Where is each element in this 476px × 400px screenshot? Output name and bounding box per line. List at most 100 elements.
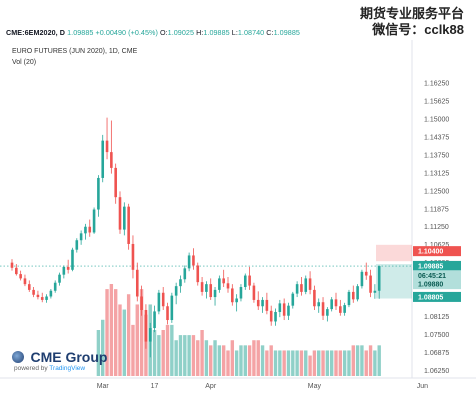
- candle-body: [32, 289, 35, 295]
- candle-body: [92, 209, 96, 233]
- volume-bar: [101, 319, 105, 376]
- volume-bar: [377, 345, 381, 376]
- volume-bar: [291, 350, 295, 376]
- volume-bar: [308, 355, 312, 376]
- watermark-line-1: 期货专业服务平台: [359, 6, 464, 21]
- volume-bar: [221, 345, 226, 376]
- volume-bar: [105, 289, 109, 376]
- candle-body: [27, 284, 31, 290]
- candle-body: [351, 291, 355, 300]
- tradingview-link[interactable]: TradingView: [49, 365, 86, 372]
- volume-bar: [230, 340, 235, 376]
- candle-body: [62, 266, 66, 275]
- candle-body: [135, 269, 139, 297]
- volume-bar: [329, 350, 334, 376]
- candle-body: [131, 243, 135, 270]
- price-marker-label: 1.08805: [418, 294, 443, 301]
- candle-body: [347, 291, 351, 306]
- volume-bar: [139, 289, 144, 376]
- volume-bar: [234, 350, 239, 376]
- candle-body: [334, 299, 338, 307]
- high-value: 1.09885: [203, 28, 230, 37]
- candle-body: [97, 177, 100, 210]
- candle-body: [313, 289, 316, 307]
- candle-body: [326, 309, 329, 316]
- volume-bar: [187, 335, 191, 376]
- price-marker-box: [413, 279, 461, 290]
- y-tick-label: 1.16250: [424, 81, 449, 88]
- price-marker-label: 1.09880: [418, 282, 443, 289]
- y-tick-label: 1.15000: [424, 117, 449, 124]
- volume-bar: [355, 345, 360, 376]
- volume-bar: [191, 335, 196, 376]
- candle-body: [291, 293, 295, 306]
- y-tick-label: 1.11875: [424, 206, 449, 213]
- price-marker-label: 1.10400: [418, 249, 443, 256]
- volume-bar: [247, 345, 252, 376]
- x-tick-label: Apr: [205, 383, 217, 390]
- candle-body: [339, 306, 342, 313]
- candle-body: [196, 265, 200, 283]
- volume-bar: [217, 345, 222, 376]
- price-marker-label: 1.09885: [418, 263, 443, 270]
- y-tick-label: 1.15625: [424, 99, 449, 106]
- open-label: O:: [159, 28, 168, 37]
- volume-bar: [299, 350, 304, 376]
- candle-body: [278, 303, 282, 312]
- candle-body: [53, 282, 57, 291]
- candle-body: [218, 278, 221, 290]
- volume-bar: [278, 350, 282, 376]
- candle-body: [166, 306, 169, 321]
- chart-subtitle: EURO FUTURES (JUN 2020), 1D, CME: [12, 48, 138, 55]
- volume-bar: [165, 324, 170, 376]
- candle-body: [222, 278, 225, 284]
- volume-bar: [252, 340, 256, 376]
- y-tick-label: 1.12500: [424, 188, 449, 195]
- symbol-label: CME:6EM2020, D: [6, 28, 66, 37]
- volume-indicator-label: Vol (20): [12, 59, 37, 66]
- open-value: 1.09025: [167, 28, 194, 37]
- volume-bar: [200, 330, 204, 376]
- candle-body: [75, 240, 79, 250]
- zone-red: [376, 244, 412, 262]
- powered-by[interactable]: powered by TradingView: [14, 365, 85, 372]
- y-tick-label: 1.13750: [424, 152, 449, 159]
- volume-bar: [226, 350, 230, 376]
- volume-bar: [325, 350, 330, 376]
- volume-bar: [304, 350, 308, 376]
- candle-body: [256, 299, 260, 307]
- y-tick-label: 1.06250: [424, 368, 449, 375]
- candle-body: [308, 278, 312, 290]
- candle-body: [304, 278, 308, 292]
- candle-body: [187, 255, 191, 269]
- volume-bar: [178, 335, 183, 376]
- volume-bar: [269, 345, 273, 376]
- volume-bar: [342, 350, 347, 376]
- candle-body: [248, 275, 251, 286]
- volume-bar: [209, 345, 213, 376]
- volume-bar: [170, 324, 174, 376]
- candle-body: [343, 305, 346, 313]
- candle-body: [205, 284, 208, 292]
- volume-bar: [282, 350, 286, 376]
- volume-bar: [286, 350, 291, 376]
- candle-body: [235, 298, 238, 303]
- candle-body: [114, 167, 117, 198]
- volume-bar: [260, 345, 265, 376]
- candle-body: [192, 255, 195, 266]
- volume-bar: [364, 350, 368, 376]
- candle-body: [274, 311, 277, 322]
- volume-bar: [239, 345, 243, 376]
- candle-body: [317, 302, 321, 307]
- candle-body: [10, 262, 14, 268]
- x-tick-label: Jun: [417, 383, 428, 390]
- volume-bar: [152, 330, 157, 376]
- x-tick-label: May: [308, 383, 322, 390]
- candle-body: [144, 309, 148, 342]
- volume-bar: [113, 289, 118, 376]
- volume-bar: [368, 345, 373, 376]
- price-marker-box: [413, 260, 461, 271]
- candle-body: [261, 299, 264, 307]
- candle-body: [153, 311, 156, 329]
